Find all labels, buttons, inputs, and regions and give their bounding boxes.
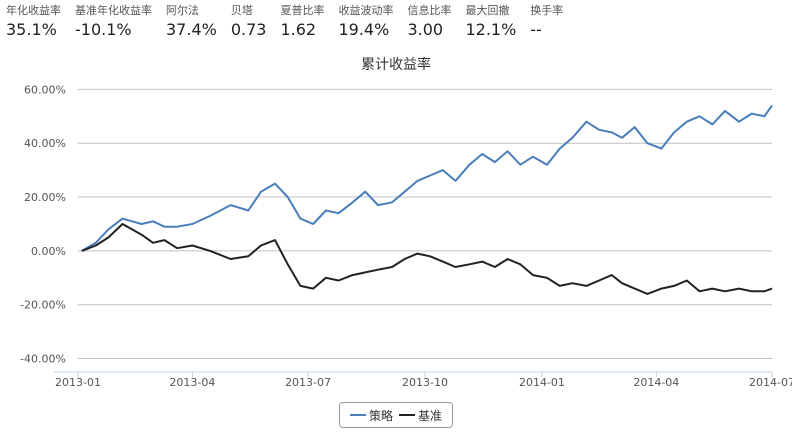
x-tick-label: 2013-01: [55, 376, 101, 389]
legend-strategy-label: 策略: [368, 408, 393, 423]
metric-label: 信息比率: [407, 4, 452, 17]
benchmark-swatch: [399, 414, 415, 416]
legend-item-benchmark[interactable]: 基准: [399, 407, 442, 424]
metric-label: 贝塔: [230, 4, 253, 17]
legend-benchmark-label: 基准: [418, 408, 443, 423]
metric-value: 35.1%: [6, 20, 57, 39]
metric-value: 37.4%: [166, 20, 217, 39]
metric-label: 阿尔法: [166, 4, 199, 17]
chart-title: 累计收益率: [361, 56, 431, 73]
metric-2: 阿尔法 37.4%: [166, 3, 231, 41]
metric-label: 换手率: [530, 4, 564, 17]
metric-0: 年化收益率 35.1%: [6, 3, 75, 41]
metric-4: 夏普比率 1.62: [280, 3, 338, 41]
x-tick-label: 2013-04: [169, 376, 215, 389]
x-tick-label: 2014-04: [633, 376, 679, 389]
y-tick-label: 20.00%: [24, 191, 66, 204]
metric-8: 换手率 --: [530, 3, 577, 41]
x-tick-label: 2014-01: [519, 376, 565, 389]
y-tick-label: 60.00%: [24, 83, 66, 96]
strategy-line: [81, 104, 773, 252]
metric-label: 收益波动率: [338, 4, 394, 17]
metric-value: --: [530, 20, 542, 39]
metric-label: 夏普比率: [280, 4, 325, 17]
metric-1: 基准年化收益率 -10.1%: [75, 3, 166, 41]
metric-label: 基准年化收益率: [75, 4, 152, 17]
metric-value: 12.1%: [465, 20, 517, 39]
metric-value: 19.4%: [338, 20, 390, 39]
x-tick-label: 2013-07: [285, 376, 331, 389]
metrics-bar: 年化收益率 35.1% 基准年化收益率 -10.1% 阿尔法 37.4% 贝塔 0.73 夏普比…: [6, 3, 577, 41]
x-tick-label: 2013-10: [402, 376, 448, 389]
metric-6: 信息比率 3.00: [407, 3, 465, 41]
metric-7: 最大回撤 12.1%: [465, 3, 530, 41]
metric-label: 年化收益率: [6, 4, 61, 17]
metric-value: 1.62: [280, 20, 317, 39]
metric-3: 贝塔 0.73: [231, 3, 281, 41]
strategy-swatch: [349, 414, 366, 416]
x-tick-label: 2014-07: [749, 376, 792, 389]
chart-legend: 策略 基准: [339, 402, 453, 428]
y-tick-label: -20.00%: [20, 299, 66, 312]
benchmark-line: [81, 223, 773, 295]
cumulative-return-chart: 累计收益率 60.00% 40.00% 20.00% 0.00% -20.00% -40.0…: [20, 56, 792, 389]
y-tick-label: 0.00%: [31, 245, 66, 258]
metric-5: 收益波动率 19.4%: [338, 3, 407, 41]
y-tick-label: 40.00%: [24, 137, 66, 150]
metric-value: 3.00: [407, 20, 444, 39]
legend-item-strategy[interactable]: 策略: [349, 407, 393, 424]
metric-label: 最大回撤: [465, 4, 510, 17]
metric-value: -10.1%: [75, 20, 132, 39]
metric-value: 0.73: [230, 20, 267, 39]
y-tick-label: -40.00%: [20, 353, 66, 366]
